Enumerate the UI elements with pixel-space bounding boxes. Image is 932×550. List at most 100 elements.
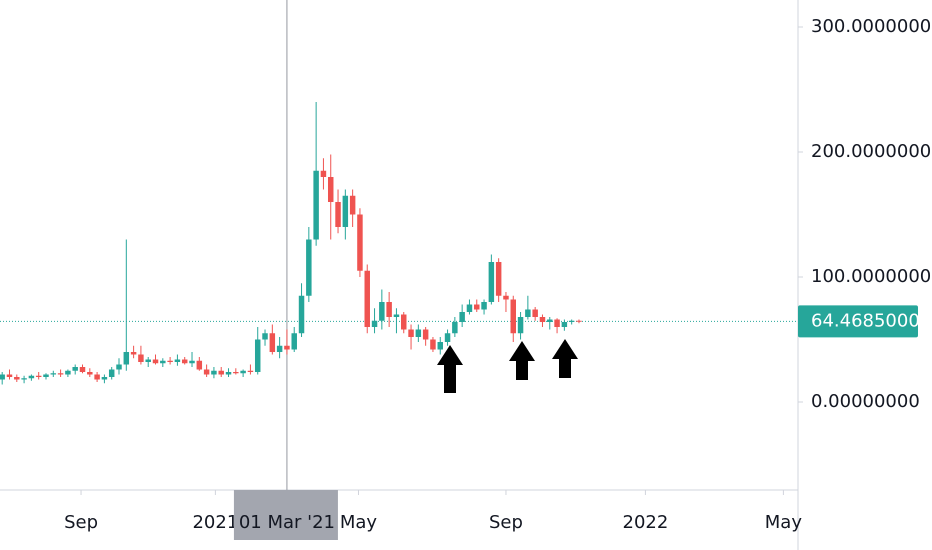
- x-tick-label: Sep: [64, 512, 98, 533]
- candle-body: [72, 367, 78, 371]
- candle-body: [0, 374, 5, 380]
- candle-body: [65, 370, 71, 375]
- candle-body: [335, 202, 341, 227]
- candle-body: [35, 375, 42, 377]
- candle-body: [160, 360, 166, 364]
- candle-body: [342, 195, 349, 227]
- candle-body: [108, 369, 115, 377]
- axes: 0.00000000 100.00000000 200.00000000 300.00…: [64, 16, 932, 540]
- candle-body: [291, 333, 297, 350]
- candle-body: [6, 374, 13, 377]
- candle-body: [474, 304, 480, 310]
- candle-body: [481, 302, 487, 310]
- x-tick-label: May: [765, 512, 803, 533]
- candle-body: [357, 214, 363, 271]
- candle-body: [488, 262, 495, 302]
- x-tick-label: 2022: [623, 512, 669, 533]
- candle-body: [306, 239, 312, 296]
- arrow: [552, 339, 578, 378]
- candle-body: [430, 339, 436, 350]
- candle-body: [503, 295, 509, 300]
- candle-body: [364, 270, 370, 327]
- annotation-arrows: [437, 339, 578, 393]
- candle-body: [87, 372, 93, 375]
- x-tick-label: 2021: [192, 512, 238, 533]
- candle-body: [459, 312, 465, 322]
- candle-body: [225, 372, 232, 375]
- plot-area: [0, 0, 798, 490]
- candle-body: [386, 302, 392, 317]
- candle-body: [298, 295, 305, 334]
- candle-body: [79, 367, 86, 372]
- y-tick-label: 100.00000000: [811, 266, 932, 287]
- x-tick-label: May: [340, 512, 378, 533]
- candle-body: [415, 329, 422, 337]
- candle-body: [349, 195, 356, 215]
- candle-body: [452, 322, 458, 334]
- candle-body: [196, 360, 203, 370]
- y-tick-label: 200.00000000: [811, 141, 932, 162]
- candle-body: [21, 378, 27, 380]
- candle-body: [568, 320, 575, 322]
- last-price-box: [798, 305, 918, 338]
- candle-body: [276, 345, 283, 352]
- candle-body: [167, 360, 173, 362]
- candle-body: [576, 320, 582, 322]
- candle-body: [123, 352, 130, 365]
- candle-body: [211, 370, 217, 375]
- candle-body: [50, 373, 57, 375]
- candle-body: [138, 354, 144, 362]
- candle-body: [181, 359, 188, 364]
- candle-body: [254, 339, 261, 372]
- arrow: [437, 345, 463, 393]
- candle-body: [152, 359, 159, 364]
- candle-body: [116, 364, 122, 370]
- y-tick-label: 300.00000000: [811, 16, 932, 37]
- candle-body: [444, 333, 451, 342]
- candle-body: [554, 319, 560, 327]
- candle-body: [233, 372, 239, 374]
- candle-body: [218, 370, 224, 375]
- candle-body: [145, 359, 151, 362]
- y-tick-label: 0.00000000: [811, 391, 920, 412]
- candle-body: [539, 317, 546, 322]
- candle-body: [393, 314, 400, 317]
- candle-body: [94, 374, 100, 380]
- candle-body: [401, 314, 407, 330]
- x-tick-label: Sep: [489, 512, 523, 533]
- candle-body: [269, 333, 276, 352]
- candle-body: [510, 299, 516, 334]
- candle-body: [189, 360, 195, 364]
- candle-body: [561, 322, 568, 327]
- candle-body: [28, 375, 35, 379]
- candle-body: [408, 329, 414, 337]
- candle-body: [43, 374, 49, 377]
- candle-body: [437, 342, 443, 350]
- candle-body: [14, 377, 20, 380]
- candle-body: [525, 309, 531, 317]
- candle-body: [466, 304, 473, 312]
- candle-body: [203, 369, 210, 375]
- candle-body: [101, 377, 108, 380]
- candle-body: [313, 170, 319, 240]
- arrow: [509, 341, 535, 380]
- candle-body: [284, 345, 290, 350]
- crosshair-label: 01 Mar '21: [239, 512, 335, 533]
- candle-body: [547, 319, 553, 322]
- candle-body: [57, 373, 64, 375]
- candle-body: [422, 329, 429, 340]
- candle-body: [495, 262, 502, 296]
- candle-body: [130, 352, 137, 355]
- candle-body: [379, 302, 385, 321]
- last-price-label: 64.46850000: [811, 310, 931, 331]
- candle-body: [517, 317, 524, 334]
- candle-body: [262, 333, 268, 340]
- candle-body: [327, 177, 334, 202]
- candle-body: [247, 370, 254, 372]
- candle-body: [174, 359, 181, 362]
- crosshair-label-box: [233, 490, 338, 540]
- candle-body: [320, 170, 327, 177]
- candle-body: [371, 320, 378, 327]
- candle-body: [532, 309, 538, 317]
